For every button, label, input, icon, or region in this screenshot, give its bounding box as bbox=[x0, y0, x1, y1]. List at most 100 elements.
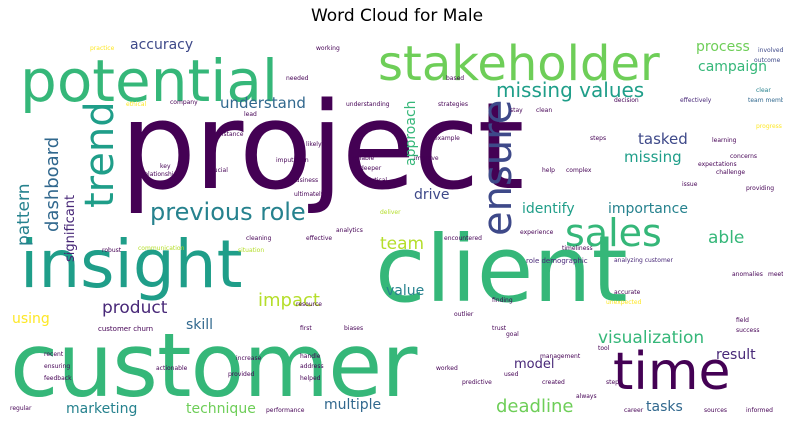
word-deeper: deeper bbox=[360, 165, 382, 172]
word-cloud: project customer client insight potentia… bbox=[10, 36, 783, 424]
word-increase: increase bbox=[236, 355, 262, 362]
word-progress: progress bbox=[756, 123, 782, 130]
word-tasked: tasked bbox=[638, 130, 688, 148]
word-significant: significant bbox=[63, 194, 78, 262]
word-deliver: deliver bbox=[380, 209, 401, 216]
word-potential: potential bbox=[20, 47, 278, 115]
word-regular: regular bbox=[10, 405, 32, 412]
word-issue: issue bbox=[682, 181, 698, 188]
word-communication: communication bbox=[138, 245, 185, 252]
word-business: business bbox=[292, 177, 319, 184]
word-stakeholder: stakeholder bbox=[378, 36, 660, 92]
word-importance: importance bbox=[608, 201, 688, 217]
word-based: based bbox=[446, 75, 465, 82]
word-ensuring: ensuring bbox=[44, 363, 71, 370]
word-experience: experience bbox=[520, 229, 554, 236]
word-career: career bbox=[624, 407, 644, 414]
word-learning: learning bbox=[712, 137, 737, 144]
word-first: first bbox=[300, 325, 312, 332]
word-team-member: team member bbox=[748, 97, 783, 104]
word-challenge: challenge bbox=[716, 169, 746, 176]
word-effective: effective bbox=[306, 235, 333, 242]
word-pattern: pattern bbox=[14, 183, 34, 246]
word-time: time bbox=[613, 342, 731, 402]
word-drive: drive bbox=[414, 187, 450, 203]
word-customer-churn: customer churn bbox=[98, 325, 154, 333]
word-team: team bbox=[380, 234, 425, 254]
word-unexpected: unexpected bbox=[606, 299, 642, 306]
word-effectively: effectively bbox=[680, 97, 712, 104]
word-providing: providing bbox=[746, 185, 775, 192]
word-outcome: outcome bbox=[754, 57, 781, 64]
word-example: example bbox=[434, 135, 460, 142]
word-improve: improve bbox=[414, 155, 439, 162]
word-informed: informed bbox=[746, 407, 773, 414]
word-campaign: campaign bbox=[698, 59, 768, 75]
page-title: Word Cloud for Male bbox=[310, 6, 484, 26]
word-success: success bbox=[736, 327, 760, 334]
word-provided: provided bbox=[228, 371, 255, 378]
word-robust: robust bbox=[102, 247, 122, 254]
word-customer: customer bbox=[10, 314, 417, 417]
word-meet: meet bbox=[768, 271, 783, 278]
word-lead: lead bbox=[244, 111, 257, 118]
word-result: result bbox=[716, 347, 756, 363]
word-needed: needed bbox=[286, 75, 309, 82]
word-tasks: tasks bbox=[646, 399, 683, 415]
word-finding: finding bbox=[492, 297, 513, 304]
word-technique: technique bbox=[186, 401, 256, 417]
word-impact: impact bbox=[258, 290, 320, 311]
word-process: process bbox=[696, 39, 750, 55]
word-complex: complex bbox=[566, 167, 592, 174]
word-deadline: deadline bbox=[496, 396, 574, 417]
word-cleaning: cleaning bbox=[246, 235, 272, 242]
word-previous-role: previous role bbox=[150, 198, 306, 226]
word-ensure: ensure bbox=[475, 99, 521, 236]
word-feedback: feedback bbox=[44, 375, 72, 382]
word-skill: skill bbox=[186, 317, 214, 333]
word-project: project bbox=[120, 78, 524, 217]
word-instance: instance bbox=[218, 131, 244, 138]
word-encountered: encountered bbox=[444, 235, 482, 242]
word-analytical: analytical bbox=[358, 177, 388, 184]
word-goal: goal bbox=[506, 331, 519, 338]
word-missing: missing bbox=[624, 148, 682, 166]
word-handle: handle bbox=[300, 353, 321, 360]
word-marketing: marketing bbox=[66, 401, 138, 417]
word-product: product bbox=[102, 298, 168, 318]
word-model: model bbox=[514, 357, 555, 372]
word-key: key bbox=[160, 163, 171, 170]
word-resource: resource bbox=[296, 301, 322, 308]
word-company: company bbox=[170, 99, 198, 106]
word-insight: insight bbox=[20, 226, 243, 303]
word-multiple: multiple bbox=[324, 397, 382, 413]
word-ultimately: ultimately bbox=[294, 191, 325, 198]
word-likely: likely bbox=[306, 141, 322, 148]
word-decision: decision bbox=[614, 97, 639, 104]
word-relationship: relationship bbox=[142, 171, 178, 178]
word-clear: clear bbox=[756, 87, 771, 94]
word-understand: understand bbox=[220, 94, 306, 112]
word-worked: worked bbox=[436, 365, 458, 372]
word-analytics: analytics bbox=[336, 227, 363, 234]
word-involved: involved bbox=[758, 47, 783, 54]
word-anomalies: anomalies bbox=[732, 271, 763, 278]
word-trend: trend bbox=[77, 101, 123, 208]
word-helped: helped bbox=[300, 375, 321, 382]
word-using: using bbox=[12, 311, 50, 327]
word-ethical: ethical bbox=[126, 101, 147, 108]
word-dashboard: dashboard bbox=[42, 136, 63, 232]
word-trust: trust bbox=[492, 325, 507, 332]
word-crucial: crucial bbox=[208, 167, 228, 174]
word-timeliness: timeliness bbox=[562, 245, 593, 252]
word-reliable: reliable bbox=[352, 155, 375, 162]
word-management: management bbox=[540, 353, 581, 360]
word-performance: performance bbox=[266, 407, 305, 414]
word-value: value bbox=[386, 283, 425, 299]
word-address: address bbox=[300, 363, 324, 370]
word-practice: practice bbox=[90, 45, 115, 52]
word-always: always bbox=[576, 393, 597, 400]
word-working: working bbox=[316, 45, 340, 52]
word-sources: sources bbox=[704, 407, 728, 414]
word-imputation: imputation bbox=[276, 157, 309, 164]
